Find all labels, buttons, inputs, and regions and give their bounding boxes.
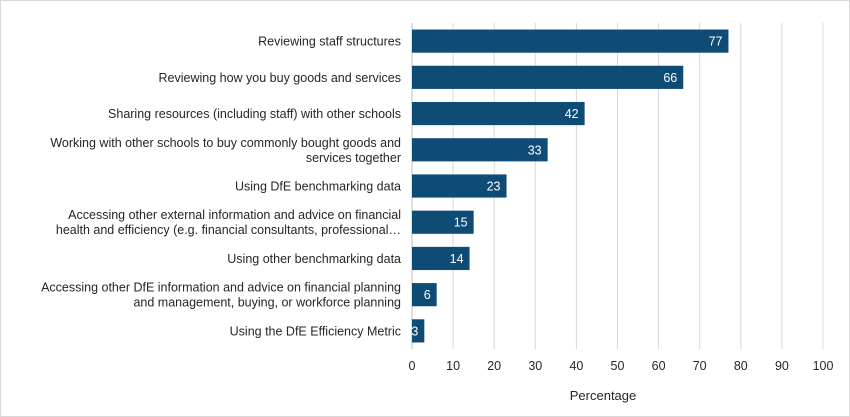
- bar: [412, 210, 474, 234]
- bar: [412, 319, 425, 343]
- x-tick-label: 20: [487, 359, 501, 373]
- bar: [412, 246, 470, 271]
- x-tick-label: 80: [734, 359, 748, 373]
- category-label: Using DfE benchmarking data: [235, 180, 401, 194]
- x-tick-label: 40: [569, 359, 583, 373]
- category-label: Accessing other DfE information and advi…: [41, 281, 401, 295]
- x-tick-label: 60: [652, 359, 666, 373]
- data-label: 77: [709, 35, 723, 49]
- data-label: 6: [424, 288, 431, 302]
- category-label: Reviewing how you buy goods and services: [159, 71, 402, 85]
- category-label: Sharing resources (including staff) with…: [108, 107, 401, 121]
- bar: [412, 138, 548, 162]
- category-label: Accessing other external information and…: [68, 208, 401, 222]
- data-label: 23: [487, 180, 501, 194]
- data-label: 42: [565, 107, 579, 121]
- data-label: 15: [454, 216, 468, 230]
- category-label: Using other benchmarking data: [227, 252, 401, 266]
- bars: 77 66 42 33 23 15 14 6 3: [411, 29, 729, 343]
- x-tick-label: 70: [693, 359, 707, 373]
- category-label: and management, buying, or workforce pla…: [133, 296, 401, 310]
- bar: [412, 101, 585, 126]
- x-tick-label: 50: [611, 359, 625, 373]
- x-tick-label: 10: [446, 359, 460, 373]
- data-label: 66: [663, 71, 677, 85]
- bar: [412, 29, 729, 53]
- data-label: 14: [450, 252, 464, 266]
- category-label: Working with other schools to buy common…: [50, 136, 401, 150]
- bar: [412, 174, 507, 198]
- x-tick-label: 30: [528, 359, 542, 373]
- category-label: Reviewing staff structures: [258, 35, 401, 49]
- category-label: services together: [306, 151, 401, 165]
- x-tick-labels: 0 10 20 30 40 50 60 70 80 90 100: [409, 359, 834, 373]
- data-label: 3: [411, 324, 418, 338]
- x-tick-label: 90: [775, 359, 789, 373]
- category-label: health and efficiency (e.g. financial co…: [56, 223, 401, 237]
- bar: [412, 283, 437, 307]
- category-labels: Reviewing staff structures Reviewing how …: [41, 35, 401, 339]
- x-tick-label: 100: [813, 359, 834, 373]
- x-axis-title: Percentage: [570, 388, 637, 403]
- bar: [412, 65, 684, 89]
- x-tick-label: 0: [409, 359, 416, 373]
- category-label: Using the DfE Efficiency Metric: [230, 324, 401, 338]
- data-label: 33: [528, 143, 542, 157]
